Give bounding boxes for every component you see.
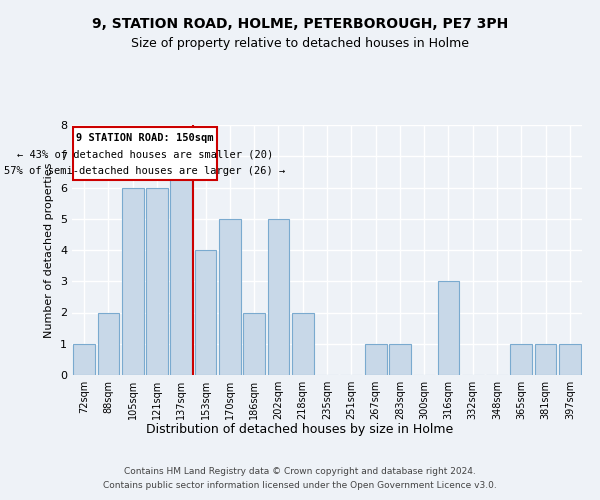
Text: Size of property relative to detached houses in Holme: Size of property relative to detached ho…	[131, 38, 469, 51]
Bar	[146, 188, 168, 375]
Bar	[243, 312, 265, 375]
Bar	[122, 188, 143, 375]
Bar	[73, 344, 95, 375]
Text: Contains HM Land Registry data © Crown copyright and database right 2024.: Contains HM Land Registry data © Crown c…	[124, 468, 476, 476]
Bar	[437, 281, 460, 375]
Text: 57% of semi-detached houses are larger (26) →: 57% of semi-detached houses are larger (…	[4, 166, 286, 176]
Bar	[559, 344, 581, 375]
Bar	[365, 344, 386, 375]
Bar	[292, 312, 314, 375]
Y-axis label: Number of detached properties: Number of detached properties	[44, 162, 55, 338]
Bar	[194, 250, 217, 375]
Bar	[511, 344, 532, 375]
Text: Distribution of detached houses by size in Holme: Distribution of detached houses by size …	[146, 422, 454, 436]
Bar	[219, 219, 241, 375]
Bar	[389, 344, 411, 375]
Text: ← 43% of detached houses are smaller (20): ← 43% of detached houses are smaller (20…	[17, 150, 273, 160]
Bar	[170, 156, 192, 375]
Text: 9, STATION ROAD, HOLME, PETERBOROUGH, PE7 3PH: 9, STATION ROAD, HOLME, PETERBOROUGH, PE…	[92, 18, 508, 32]
Text: Contains public sector information licensed under the Open Government Licence v3: Contains public sector information licen…	[103, 481, 497, 490]
FancyBboxPatch shape	[73, 127, 217, 180]
Bar	[97, 312, 119, 375]
Text: 9 STATION ROAD: 150sqm: 9 STATION ROAD: 150sqm	[76, 134, 214, 143]
Bar	[268, 219, 289, 375]
Bar	[535, 344, 556, 375]
